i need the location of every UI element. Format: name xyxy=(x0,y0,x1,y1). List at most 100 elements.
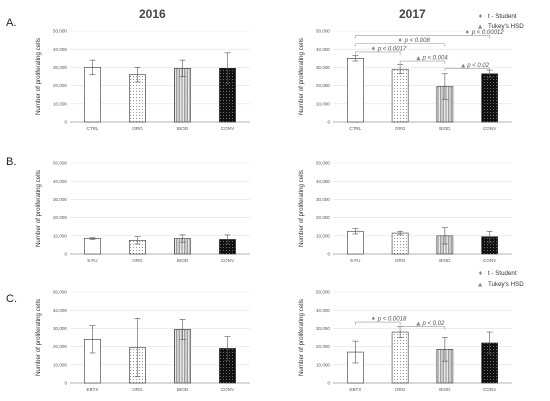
panel-a-2017-sig-label: p < 0.008 xyxy=(404,38,431,44)
chart-panels: 0 10,000 20,000 30,000 40,000 50,000 Number of… xyxy=(35,29,512,392)
year-label-2017: 2017 xyxy=(399,7,426,21)
legend-bottom-diamond-icon: ♦ xyxy=(478,271,483,277)
panel-a-2016-category-label: BIOD xyxy=(177,126,189,131)
panel-b-2017-y-axis-label: Number of proliferating cells xyxy=(298,170,305,247)
panel-b-2017-ytick-label: 40,000 xyxy=(316,179,330,184)
panel-a-2017: 0 10,000 20,000 30,000 40,000 50,000 Number of… xyxy=(298,29,512,131)
panel-c-2017-category-label: ORG xyxy=(395,387,406,392)
panel-b-2017-ytick-label: 30,000 xyxy=(316,197,330,202)
legend-top-tukey: Tukey's HSD xyxy=(488,23,524,30)
panel-a-2017-sig-label: p < 0.00012 xyxy=(471,30,505,36)
panel-c-2017: 0 10,000 20,000 30,000 40,000 50,000 Number of… xyxy=(298,290,512,392)
panel-a-2017-category-label: CONV xyxy=(483,126,497,131)
panel-a-2016-ytick-label: 0 xyxy=(64,120,67,125)
legend-top-triangle-icon: ▲ xyxy=(478,24,483,30)
panel-a-2017-ytick-label: 30,000 xyxy=(316,65,330,70)
row-label-b: B. xyxy=(6,156,16,168)
panel-b-2017-bar-5-fu xyxy=(347,230,364,255)
panel-b-2016-ytick-label: 50,000 xyxy=(53,161,67,166)
panel-a-2016-category-label: CTRL xyxy=(87,126,99,131)
panel-c-2016-ytick-label: 10,000 xyxy=(53,362,67,367)
panel-b-2016-bar-5-fu xyxy=(84,238,101,255)
legend-bottom: ♦ t - Student ▲ Tukey's HSD xyxy=(478,270,524,288)
panel-c-2016-y-axis-label: Number of proliferating cells xyxy=(35,299,42,376)
panel-c-2017-y-axis-label: Number of proliferating cells xyxy=(298,299,305,376)
panel-a-2017-category-label: ORG xyxy=(395,126,406,131)
panel-a-2017-sig-label: p < 0.02 xyxy=(466,63,490,69)
row-label-a: A. xyxy=(6,17,16,29)
panel-a-2017-category-label: CTRL xyxy=(349,126,361,131)
panel-a-2017-y-axis-label: Number of proliferating cells xyxy=(298,38,305,115)
panel-a-2016-ytick-label: 50,000 xyxy=(53,29,67,34)
panel-a-2017-ytick-label: 50,000 xyxy=(316,29,330,34)
legend-top: ♦ t - Student ▲ Tukey's HSD xyxy=(478,13,524,30)
legend-top-diamond-icon: ♦ xyxy=(478,14,483,20)
panel-a-2016-ytick-label: 40,000 xyxy=(53,47,67,52)
panel-c-2017-category-label: CONV xyxy=(483,387,497,392)
panel-b-2016-category-label: ORG xyxy=(132,258,143,263)
panel-b-2017-bar-org xyxy=(391,232,409,255)
panel-a-2017-sig-symbol-icon: ▲ xyxy=(461,63,466,69)
panel-b-2017-category-label: CONV xyxy=(483,258,497,263)
panel-a-2017-ytick-label: 40,000 xyxy=(316,47,330,52)
panel-a-2016-category-label: CONV xyxy=(221,126,235,131)
panel-a-2017-sig-symbol-icon: ♦ xyxy=(465,30,470,36)
panel-c-2016-category-label: ORG xyxy=(132,387,143,392)
panel-b-2016: 0 10,000 20,000 30,000 40,000 50,000 Number of… xyxy=(35,161,250,263)
panel-c-2017-ytick-label: 50,000 xyxy=(316,290,330,295)
panel-c-2017-ytick-label: 30,000 xyxy=(316,326,330,331)
panel-a-2017-sig-label: p < 0.0017 xyxy=(377,46,407,52)
panel-c-2017-sig-label: p < 0.0018 xyxy=(377,317,407,323)
panel-c-2017-sig-label: p < 0.02 xyxy=(422,321,446,327)
panel-c-2016-ytick-label: 50,000 xyxy=(53,290,67,295)
panel-c-2017-sig-symbol-icon: ♦ xyxy=(371,317,376,323)
panel-a-2017-sig-symbol-icon: ♦ xyxy=(371,46,376,52)
panel-b-2016-category-label: 5-FU xyxy=(87,258,97,263)
panel-b-2017-ytick-label: 50,000 xyxy=(316,161,330,166)
panel-a-2017-bar-ctrl xyxy=(347,57,364,123)
panel-a-2017-ytick-label: 0 xyxy=(327,120,330,125)
panel-a-2017-bar-org xyxy=(391,68,409,123)
panel-a-2017-bar-conv xyxy=(481,73,498,123)
panel-a-2016-y-axis-label: Number of proliferating cells xyxy=(35,38,42,115)
legend-bottom-t-student: t - Student xyxy=(488,270,517,277)
year-label-2016: 2016 xyxy=(139,7,166,21)
row-label-c: C. xyxy=(6,293,17,305)
panel-b-2016-ytick-label: 10,000 xyxy=(53,233,67,238)
panel-a-2017-ytick-label: 10,000 xyxy=(316,101,330,106)
panel-c-2017-ytick-label: 20,000 xyxy=(316,344,330,349)
panel-c-2016-ytick-label: 0 xyxy=(64,381,67,386)
panel-c-2016-ytick-label: 20,000 xyxy=(53,344,67,349)
panel-c-2017-ytick-label: 40,000 xyxy=(316,308,330,313)
panel-b-2017-category-label: 5-FU xyxy=(350,258,360,263)
panel-b-2017: 0 10,000 20,000 30,000 40,000 50,000 Number of… xyxy=(298,161,512,263)
panel-a-2017-ytick-label: 20,000 xyxy=(316,83,330,88)
panel-b-2016-category-label: BIOD xyxy=(177,258,189,263)
panel-b-2017-category-label: ORG xyxy=(395,258,406,263)
panel-a-2017-category-label: BIOD xyxy=(439,126,451,131)
panel-a-2017-sig-label: p < 0.004 xyxy=(422,56,449,62)
legend-top-t-student: t - Student xyxy=(488,13,517,20)
panel-c-2016: 0 10,000 20,000 30,000 40,000 50,000 Number of… xyxy=(35,290,250,392)
panel-b-2016-ytick-label: 40,000 xyxy=(53,179,67,184)
panel-a-2016-bar-ctrl xyxy=(84,67,101,123)
panel-c-2016-category-label: CONV xyxy=(221,387,235,392)
panel-c-2016-ytick-label: 30,000 xyxy=(53,326,67,331)
panel-c-2016-category-label: EBTX xyxy=(87,387,99,392)
panel-b-2017-ytick-label: 10,000 xyxy=(316,233,330,238)
panel-a-2016-ytick-label: 20,000 xyxy=(53,83,67,88)
panel-c-2017-ytick-label: 10,000 xyxy=(316,362,330,367)
panel-b-2017-category-label: BIOD xyxy=(439,258,451,263)
panel-a-2016-category-label: ORG xyxy=(132,126,143,131)
panel-b-2017-ytick-label: 0 xyxy=(327,252,330,257)
panel-a-2016-ytick-label: 30,000 xyxy=(53,65,67,70)
panel-b-2016-ytick-label: 0 xyxy=(64,252,67,257)
panel-a-2016: 0 10,000 20,000 30,000 40,000 50,000 Number of… xyxy=(35,29,250,131)
legend-bottom-tukey: Tukey's HSD xyxy=(488,281,524,288)
panel-b-2016-category-label: CONV xyxy=(221,258,235,263)
panel-c-2017-sig-symbol-icon: ▲ xyxy=(416,321,421,327)
panel-c-2017-category-label: EBTX xyxy=(349,387,361,392)
panel-c-2017-bar-org xyxy=(391,331,409,384)
panel-c-2016-category-label: BIOD xyxy=(177,387,189,392)
panel-b-2017-ytick-label: 20,000 xyxy=(316,215,330,220)
